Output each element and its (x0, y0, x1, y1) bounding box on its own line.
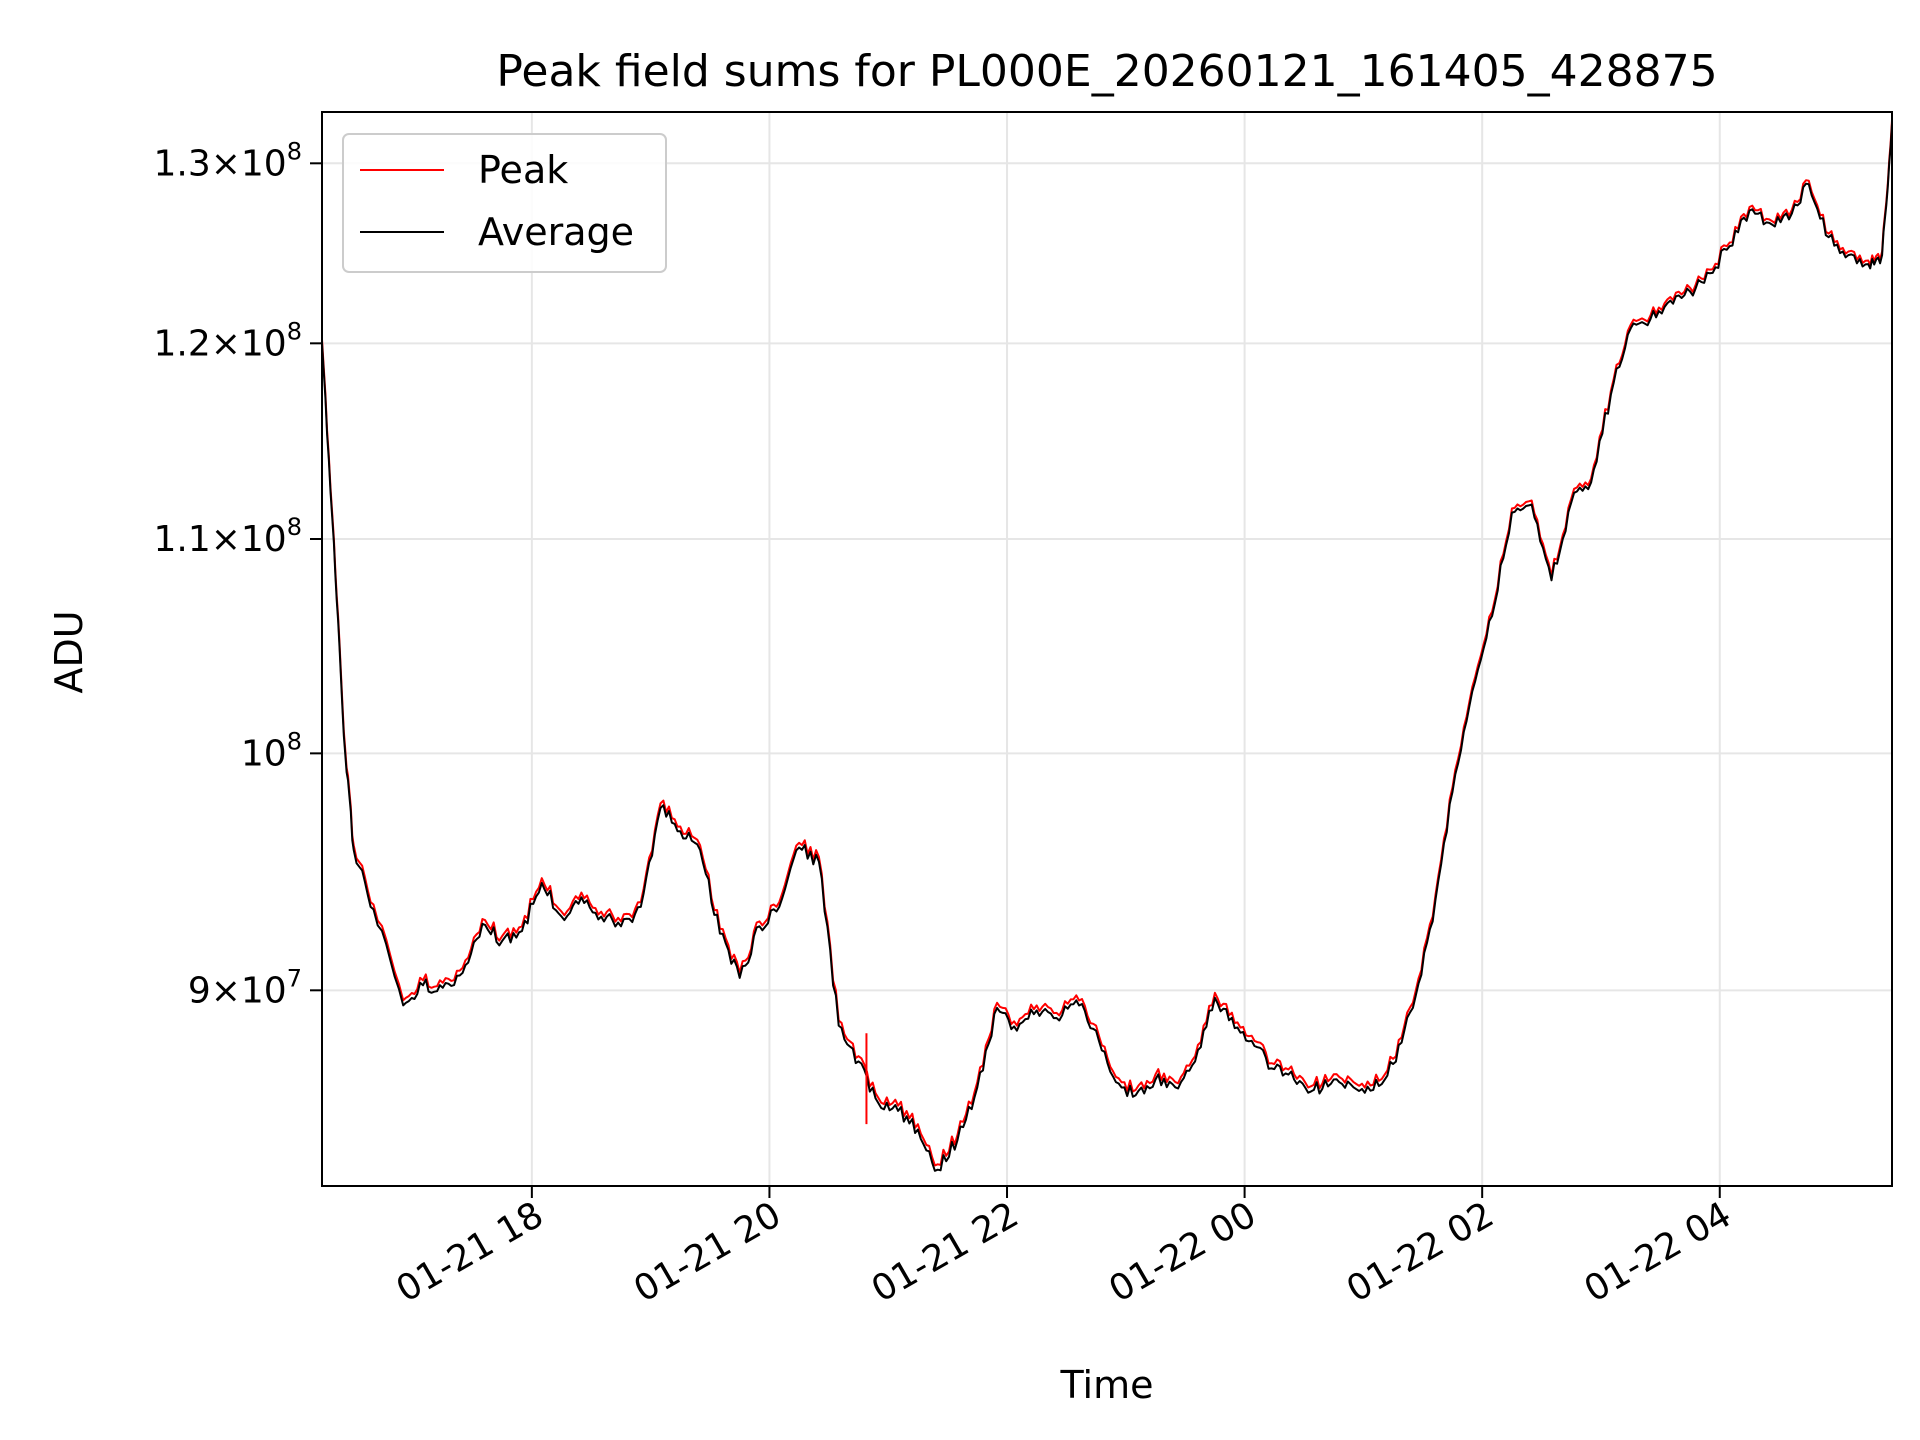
plot-frame (321, 111, 1893, 1187)
x-axis-label: Time (1060, 1363, 1154, 1407)
grid (322, 112, 1892, 1186)
y-tick-label: 1.2×108 (153, 317, 302, 364)
legend-label-average: Average (478, 210, 634, 254)
legend-box (342, 133, 667, 273)
series-layer (322, 120, 1892, 1172)
series-line-average (322, 123, 1892, 1172)
y-tick-label: 1.1×108 (153, 513, 302, 560)
y-tick-label: 1.3×108 (153, 137, 302, 184)
y-tick-label: 9×107 (188, 964, 302, 1011)
chart-title: Peak field sums for PL000E_20260121_1614… (496, 46, 1717, 97)
legend-label-peak: Peak (478, 148, 568, 192)
y-axis-label: ADU (47, 610, 91, 693)
legend: Peak Average (342, 133, 667, 273)
series-line-peak (322, 120, 1892, 1167)
